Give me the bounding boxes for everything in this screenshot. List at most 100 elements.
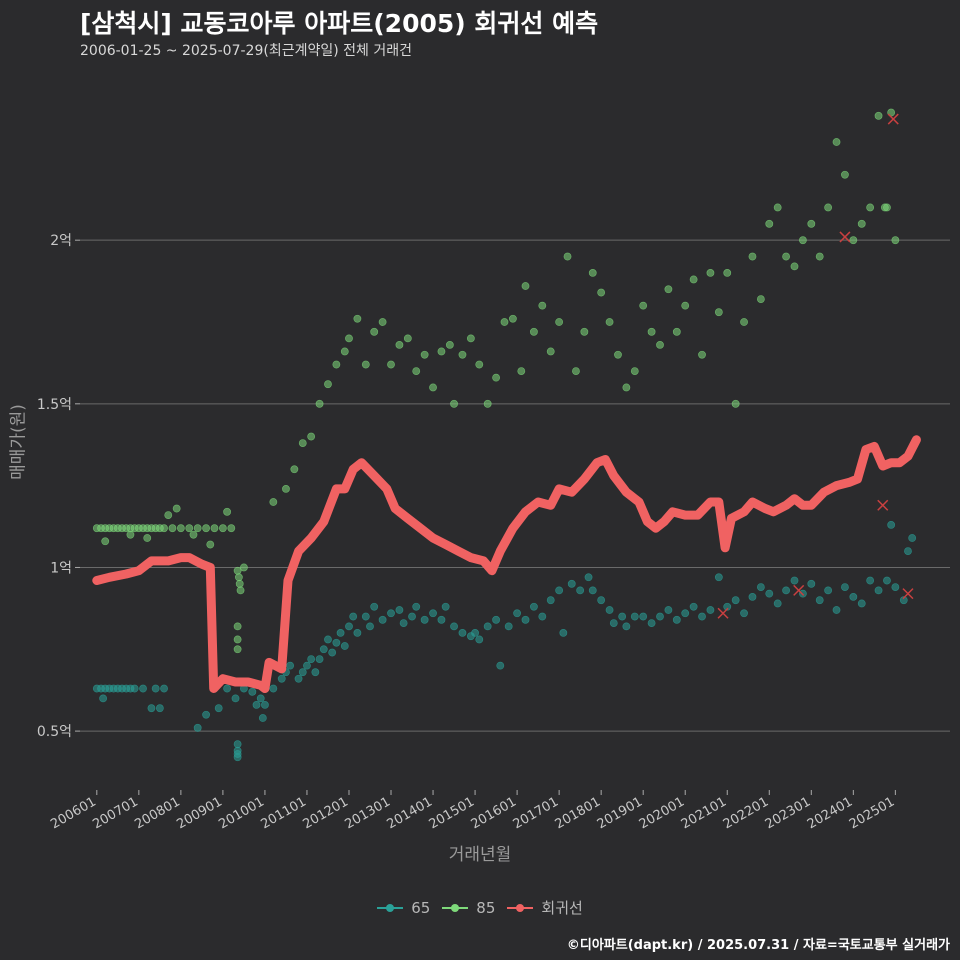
data-point-85 xyxy=(332,360,341,369)
data-point-85 xyxy=(290,465,299,474)
data-point-85 xyxy=(630,367,639,375)
data-point-65 xyxy=(664,606,673,614)
data-point-65 xyxy=(824,586,833,595)
data-point-85 xyxy=(450,399,458,408)
data-point-65 xyxy=(731,596,740,605)
x-tick-label: 202501 xyxy=(847,794,897,832)
data-point-65 xyxy=(311,668,320,677)
data-point-65 xyxy=(395,606,404,614)
data-point-85 xyxy=(378,318,387,326)
data-point-65 xyxy=(233,740,242,749)
data-point-65 xyxy=(277,674,286,683)
data-point-85 xyxy=(773,203,782,212)
data-point-65 xyxy=(429,609,437,618)
data-point-85 xyxy=(656,341,664,349)
x-tick-label: 202301 xyxy=(763,794,813,832)
data-point-85 xyxy=(841,170,849,179)
data-point-65 xyxy=(815,596,824,605)
data-point-85 xyxy=(622,383,631,392)
data-point-65 xyxy=(261,701,269,709)
data-point-85 xyxy=(445,341,454,349)
data-point-85 xyxy=(475,360,484,369)
data-point-85 xyxy=(798,236,807,245)
data-point-65 xyxy=(412,602,421,611)
y-tick-label: 1억 xyxy=(50,560,72,576)
data-point-65 xyxy=(883,576,891,585)
data-point-65 xyxy=(349,612,358,621)
data-point-65 xyxy=(303,661,311,670)
data-point-85 xyxy=(748,252,757,261)
outlier-marker xyxy=(877,499,889,511)
data-point-85 xyxy=(387,360,395,369)
data-point-85 xyxy=(164,511,173,519)
data-point-65 xyxy=(193,723,202,732)
data-point-65 xyxy=(857,599,866,608)
x-tick-label: 202201 xyxy=(721,794,771,832)
data-point-65 xyxy=(832,606,841,614)
data-point-65 xyxy=(353,629,362,637)
data-point-65 xyxy=(248,687,257,696)
outlier-marker xyxy=(902,588,914,600)
data-point-85 xyxy=(521,282,530,290)
data-point-65 xyxy=(899,596,908,605)
data-point-65 xyxy=(639,612,648,621)
data-point-85 xyxy=(672,327,681,336)
data-point-65 xyxy=(315,655,324,663)
x-tick-label: 201301 xyxy=(343,794,393,832)
data-point-65 xyxy=(130,684,139,693)
data-point-85 xyxy=(340,347,349,356)
outlier-marker xyxy=(887,113,899,125)
x-axis-label: 거래년월 xyxy=(448,845,512,865)
data-point-65 xyxy=(340,642,349,650)
x-tick-label: 202401 xyxy=(805,794,855,832)
data-point-85 xyxy=(563,252,572,261)
x-tick-label: 201901 xyxy=(595,794,645,832)
data-point-65 xyxy=(202,710,210,719)
data-point-85 xyxy=(412,367,421,375)
data-point-65 xyxy=(475,635,484,644)
data-point-65 xyxy=(214,704,223,713)
data-point-65 xyxy=(223,684,232,693)
x-tick-label: 201701 xyxy=(511,794,561,832)
legend-swatch-85 xyxy=(442,901,469,915)
data-point-65 xyxy=(294,674,303,683)
data-point-85 xyxy=(815,252,824,261)
legend-label-65: 65 xyxy=(411,898,431,917)
data-point-85 xyxy=(235,579,244,588)
data-point-65 xyxy=(269,684,278,693)
data-point-65 xyxy=(790,576,799,585)
data-point-65 xyxy=(689,602,698,611)
data-point-85 xyxy=(185,524,194,533)
data-point-65 xyxy=(139,684,147,693)
x-tick-label: 202101 xyxy=(679,794,729,832)
data-point-85 xyxy=(782,252,790,261)
data-point-65 xyxy=(609,619,618,627)
data-point-65 xyxy=(588,586,597,595)
data-point-65 xyxy=(99,694,108,703)
data-point-85 xyxy=(492,373,500,382)
data-point-65 xyxy=(681,609,690,618)
data-point-85 xyxy=(866,203,875,212)
data-point-65 xyxy=(324,635,332,644)
x-tick-label: 201601 xyxy=(469,794,519,832)
data-point-65 xyxy=(345,622,353,631)
data-point-65 xyxy=(521,615,530,624)
chart-subtitle: 2006-01-25 ~ 2025-07-29(최근계약일) 전체 거래건 xyxy=(80,43,412,59)
data-point-65 xyxy=(849,593,858,601)
data-point-85 xyxy=(647,327,656,336)
legend-item-85: 85 xyxy=(442,899,495,917)
data-point-85 xyxy=(731,399,740,408)
data-point-85 xyxy=(206,540,215,549)
x-tick-label: 202001 xyxy=(637,794,687,832)
data-point-85 xyxy=(605,318,614,326)
data-point-85 xyxy=(361,360,370,369)
data-point-85 xyxy=(849,236,858,245)
data-point-65 xyxy=(597,596,606,605)
x-tick-label: 200801 xyxy=(132,794,182,832)
data-point-65 xyxy=(618,612,627,621)
data-point-85 xyxy=(233,635,242,644)
data-point-65 xyxy=(908,534,917,542)
data-point-65 xyxy=(366,622,374,631)
data-point-85 xyxy=(233,622,242,631)
